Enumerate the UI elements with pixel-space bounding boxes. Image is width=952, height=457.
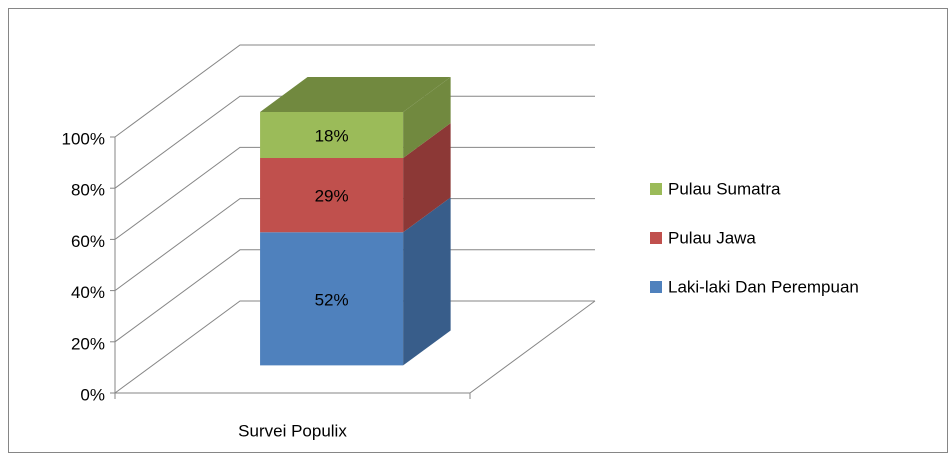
- data-label: 52%: [315, 290, 349, 309]
- grid-line: [114, 249, 595, 343]
- bar-side: [403, 77, 451, 159]
- legend-swatch: [650, 281, 662, 293]
- bar-front: [260, 111, 404, 159]
- y-tick-label: 100%: [62, 129, 105, 148]
- grid-line: [114, 95, 595, 189]
- bar-front: [260, 158, 404, 233]
- grid-line: [114, 146, 595, 240]
- bar-side: [403, 123, 451, 233]
- y-tick-label: 0%: [80, 385, 105, 404]
- y-tick-label: 60%: [71, 232, 105, 251]
- y-tick-label: 80%: [71, 181, 105, 200]
- x-tick-label: Survei Populix: [238, 421, 347, 440]
- data-label: 18%: [315, 126, 349, 145]
- bar-front: [260, 232, 404, 366]
- legend-label: Pulau Jawa: [668, 228, 756, 247]
- legend-label: Pulau Sumatra: [668, 179, 781, 198]
- y-tick-label: 20%: [71, 334, 105, 353]
- chart-frame: [8, 8, 948, 453]
- grid-line: [114, 44, 595, 138]
- legend-label: Laki-laki Dan Perempuan: [668, 277, 859, 296]
- bar-side: [403, 197, 451, 366]
- legend-swatch: [650, 232, 662, 244]
- bar-top: [260, 77, 451, 112]
- grid-line: [114, 198, 595, 292]
- data-label: 29%: [315, 187, 349, 206]
- legend-swatch: [650, 183, 662, 195]
- grid-line: [114, 300, 595, 394]
- y-tick-label: 40%: [71, 283, 105, 302]
